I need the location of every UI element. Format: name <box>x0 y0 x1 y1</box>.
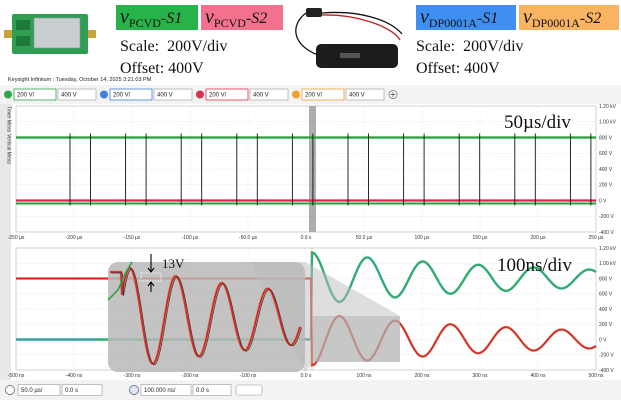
trace-symbol: v <box>205 6 214 28</box>
x-axis-label: 300 ns <box>472 373 488 379</box>
channel-offset: 400 V <box>157 93 173 99</box>
x-axis-label: 200 µs <box>530 235 546 241</box>
x-axis-label: -100 µs <box>182 235 199 241</box>
status-value: 100.000 ns/ <box>144 388 176 394</box>
scale-text: Scale: 200V/div <box>120 38 228 55</box>
x-axis-label: -100 ns <box>240 373 257 379</box>
x-axis-label: 100 µs <box>414 235 430 241</box>
trace-suffix: -S2 <box>580 10 601 27</box>
trace-symbol: v <box>120 6 129 28</box>
pcvd-probe-image <box>4 14 96 54</box>
x-axis-label: 50.0 µs <box>356 235 373 241</box>
magnified-region <box>313 316 400 362</box>
x-axis-label: 500 ns <box>588 373 604 379</box>
y-axis-label: 200 V <box>599 322 613 328</box>
channel-button[interactable] <box>100 91 108 99</box>
x-axis-label: 200 ns <box>414 373 430 379</box>
offset-text: Offset: 400V <box>120 60 204 77</box>
timebase: 50µs/div <box>504 112 571 133</box>
trace-subscript: PCVD <box>214 16 246 30</box>
status-value: 0.0 s <box>65 388 78 394</box>
trace-symbol: v <box>523 6 532 28</box>
annotation: 13V <box>162 256 185 271</box>
channel-scale: 200 V/ <box>305 93 323 99</box>
y-axis-label: 400 V <box>599 167 613 173</box>
x-axis-label: -150 µs <box>124 235 141 241</box>
horizontal-button[interactable] <box>6 386 15 395</box>
x-axis-label: 0.0 s <box>301 235 312 241</box>
x-axis-label: 250 µs <box>588 235 604 241</box>
trace-symbol: v <box>420 6 429 28</box>
scope-title: Keysight Infiniium : Tuesday, October 14… <box>8 77 152 83</box>
dp0001a-probe-image <box>296 8 402 68</box>
x-axis-label: 150 µs <box>472 235 488 241</box>
y-axis-label: -200 V <box>599 214 614 220</box>
y-axis-label: 1.00 kV <box>599 120 617 126</box>
y-axis-label: 0 V <box>599 337 607 343</box>
channel-scale: 200 V/ <box>113 93 131 99</box>
screenshot: vPCVD-S1vPCVD-S2Scale: 200V/divOffset: 4… <box>0 0 621 400</box>
trace-subscript: DP0001A <box>429 16 477 30</box>
y-axis-label: -200 V <box>599 353 614 359</box>
channel-button[interactable] <box>4 91 12 99</box>
trace-suffix: -S1 <box>161 10 182 27</box>
y-axis-label: 400 V <box>599 307 613 313</box>
y-axis-label: 1.20 kV <box>599 246 617 252</box>
offset-text: Offset: 400V <box>416 60 500 77</box>
x-axis-label: 0.0 s <box>301 373 312 379</box>
trace-subscript: DP0001A <box>532 16 580 30</box>
side-tab[interactable]: Vertical Meas <box>6 134 12 165</box>
channel-offset: 400 V <box>349 93 365 99</box>
y-axis-label: 200 V <box>599 183 613 189</box>
x-axis-label: -200 µs <box>66 235 83 241</box>
channel-offset: 400 V <box>253 93 269 99</box>
timebase: 100ns/div <box>497 255 572 276</box>
status-value: 0.0 s <box>196 388 209 394</box>
y-axis-label: 1.00 kV <box>599 261 617 267</box>
magnifier-inset <box>108 262 305 372</box>
channel-button[interactable] <box>196 91 204 99</box>
x-axis-label: -500 ns <box>8 373 25 379</box>
x-axis-label: -300 ns <box>124 373 141 379</box>
x-axis-label: 100 ns <box>356 373 372 379</box>
x-axis-label: -50.0 µs <box>239 235 258 241</box>
y-axis-label: 1.20 kV <box>599 104 617 110</box>
trace-suffix: -S1 <box>477 10 498 27</box>
channel-button[interactable] <box>292 91 300 99</box>
scale-text: Scale: 200V/div <box>416 38 524 55</box>
zoom-button[interactable] <box>130 386 139 395</box>
y-axis-label: 800 V <box>599 276 613 282</box>
y-axis-label: 800 V <box>599 135 613 141</box>
x-axis-label: -400 ns <box>66 373 83 379</box>
x-axis-label: -250 µs <box>8 235 25 241</box>
y-axis-label: 600 V <box>599 151 613 157</box>
x-axis-label: 400 ns <box>530 373 546 379</box>
channel-scale: 200 V/ <box>17 93 35 99</box>
side-tab[interactable]: Timer Meas <box>6 106 12 133</box>
x-axis-label: -200 ns <box>182 373 199 379</box>
y-axis-label: 600 V <box>599 292 613 298</box>
channel-offset: 400 V <box>61 93 77 99</box>
channel-scale: 200 V/ <box>209 93 227 99</box>
status-icons[interactable] <box>236 385 262 395</box>
status-value: 50.0 µs/ <box>21 388 43 394</box>
trace-suffix: -S2 <box>246 10 267 27</box>
y-axis-label: 0 V <box>599 198 607 204</box>
trace-subscript: PCVD <box>129 16 161 30</box>
